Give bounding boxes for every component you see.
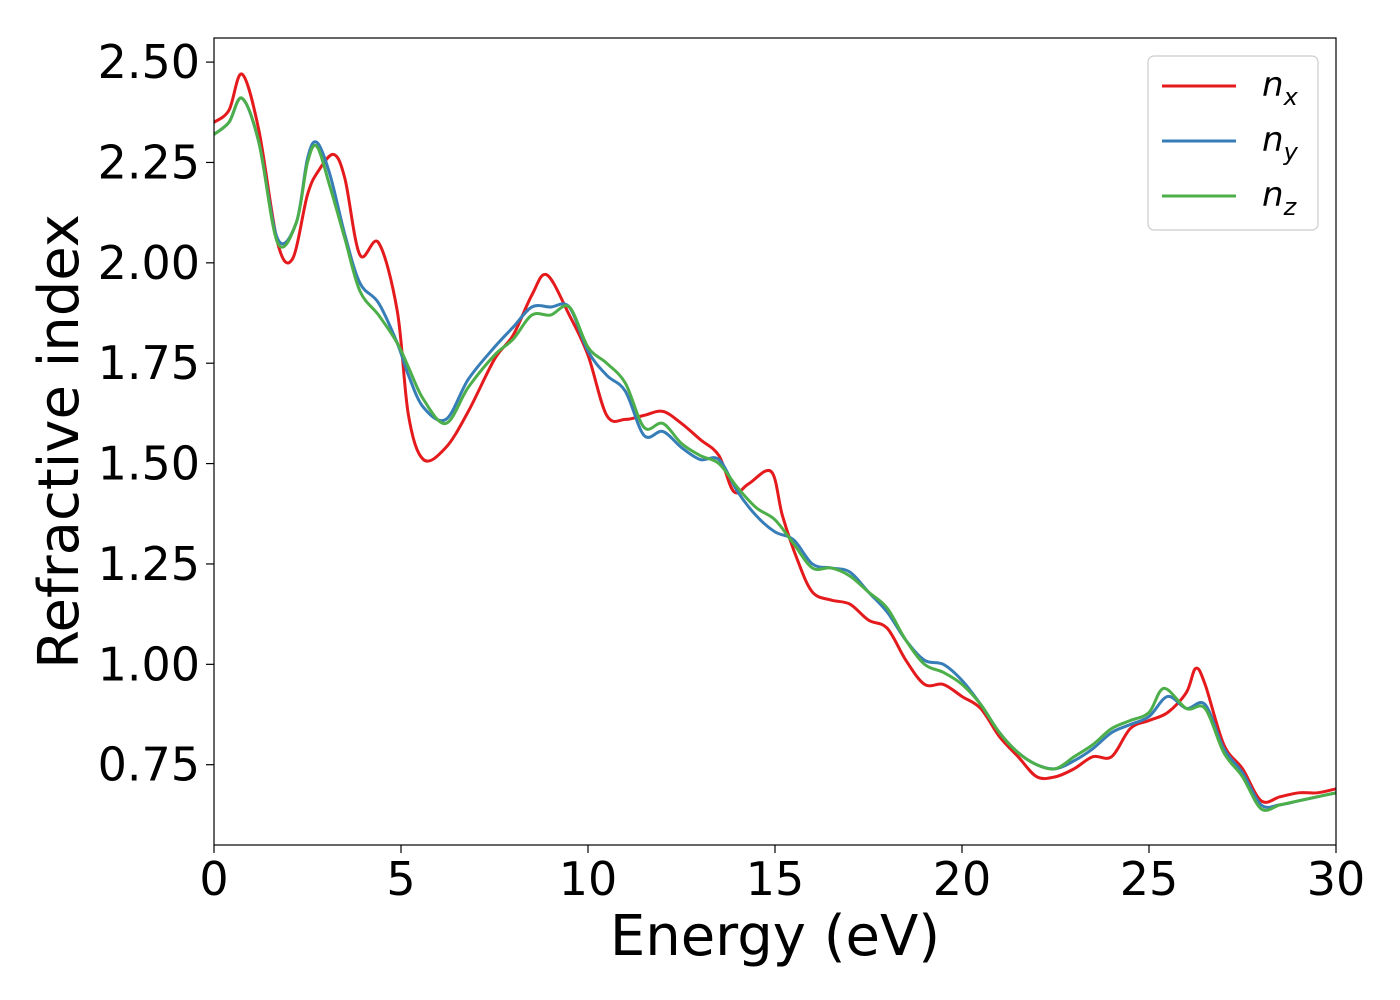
- y-tick-label: 1.00: [98, 637, 200, 691]
- y-tick-label: 2.50: [98, 35, 200, 89]
- series-line-z: [214, 96, 1336, 812]
- x-axis-label: Energy (eV): [610, 904, 940, 969]
- y-tick-label: 1.75: [98, 336, 200, 390]
- legend: nx ny nz: [1147, 55, 1319, 231]
- series-line-y: [214, 96, 1336, 809]
- legend-box: [1147, 55, 1319, 231]
- y-tick-label: 2.00: [98, 236, 200, 290]
- y-tick-label: 1.50: [98, 437, 200, 491]
- legend-label-z: nz: [1262, 175, 1298, 221]
- x-tick-label: 0: [199, 852, 228, 906]
- x-tick-label: 30: [1307, 852, 1366, 906]
- x-tick-label: 15: [746, 852, 805, 906]
- y-tick-label: 1.25: [98, 537, 200, 591]
- y-axis-ticks: 0.75 1.00 1.25 1.50 1.75 2.00 2.25 2.50: [98, 35, 214, 792]
- y-axis-label: Refractive index: [27, 214, 92, 669]
- x-tick-label: 10: [559, 852, 618, 906]
- x-axis-ticks: 0 5 10 15 20 25 30: [199, 845, 1365, 906]
- series-line-x: [214, 72, 1336, 804]
- y-tick-label: 2.25: [98, 135, 200, 189]
- series-layer: [214, 72, 1336, 812]
- x-tick-label: 20: [933, 852, 992, 906]
- legend-label-x: nx: [1262, 65, 1299, 111]
- y-tick-label: 0.75: [98, 738, 200, 792]
- x-tick-label: 25: [1120, 852, 1179, 906]
- legend-label-y: ny: [1262, 120, 1299, 166]
- x-tick-label: 5: [386, 852, 415, 906]
